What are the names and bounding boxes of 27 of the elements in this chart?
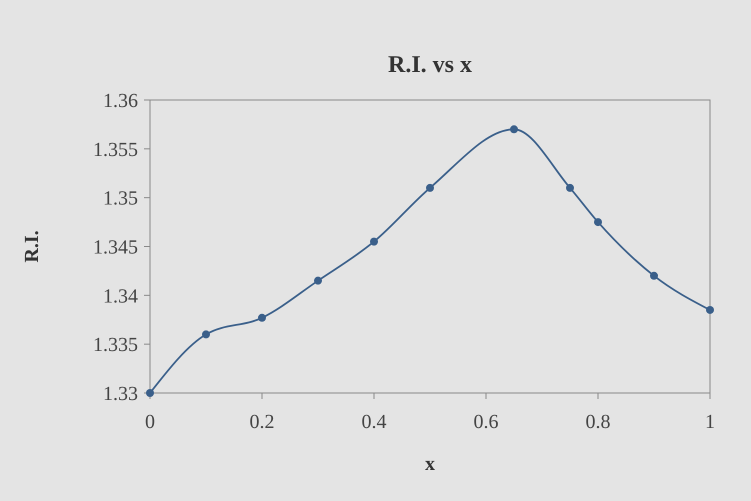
y-tick-label: 1.335 [93,334,138,356]
x-tick-label: 0.8 [586,411,610,433]
point [650,272,658,280]
x-tick-label: 1 [705,411,715,433]
point [202,330,210,338]
point [594,218,602,226]
y-axis-title: R.I. [21,230,43,263]
point [566,184,574,192]
point [258,314,266,322]
x-tick-label: 0.2 [250,411,274,433]
y-tick-label: 1.34 [103,285,138,308]
y-tick-label: 1.36 [103,90,138,112]
y-tick-label: 1.35 [103,188,138,210]
x-tick-label: 0.6 [474,411,498,433]
chart-title: R.I. vs x [388,52,472,78]
point [314,276,322,285]
x-tick-label: 0.4 [362,411,386,433]
y-tick-label: 1.33 [103,383,138,405]
point [510,125,518,134]
x-tick-label: 0 [145,411,155,433]
y-tick-label: 1.345 [93,236,138,258]
point [146,389,154,397]
x-axis-title: x [425,453,435,475]
point [706,306,714,314]
y-tick-label: 1.355 [93,138,138,161]
point [370,238,378,246]
point [426,184,434,192]
